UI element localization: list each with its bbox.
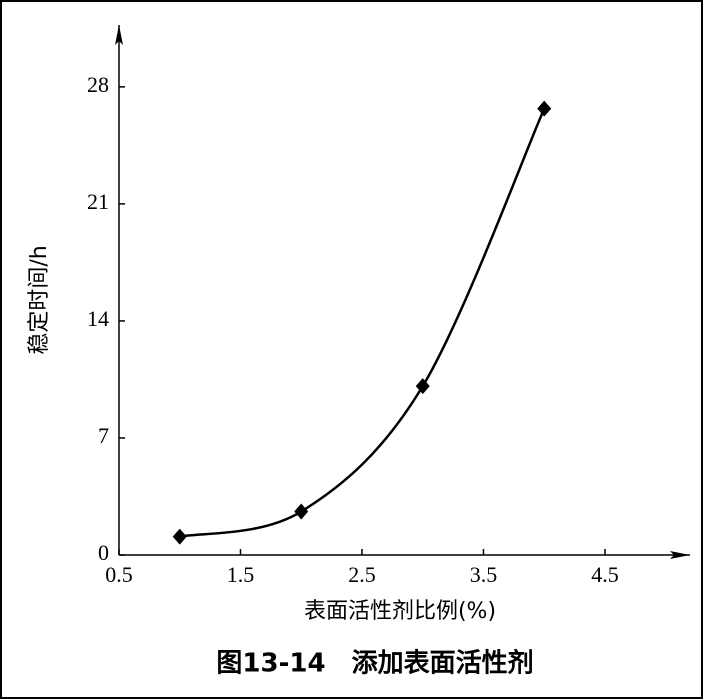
y-tick-label: 14 (87, 306, 109, 331)
marker (415, 378, 430, 395)
x-tick-label: 4.5 (591, 562, 619, 587)
marker (172, 528, 187, 545)
marker (537, 100, 552, 117)
marker (294, 503, 309, 520)
x-tick-label: 2.5 (348, 562, 376, 587)
x-axis-arrow (670, 551, 690, 559)
y-tick-label: 0 (98, 540, 109, 565)
y-tick-label: 21 (87, 189, 109, 214)
caption: 图13-14 添加表面活性剂 (216, 649, 533, 679)
x-tick-label: 0.5 (105, 562, 133, 587)
x-tick-label: 1.5 (227, 562, 255, 587)
y-tick-label: 28 (87, 72, 109, 97)
curve (179, 108, 546, 538)
x-tick-label: 3.5 (470, 562, 498, 587)
y-axis-arrow (115, 25, 123, 45)
y-tick-label: 7 (98, 423, 109, 448)
x-axis-label: 表面活性剂比例(%) (304, 599, 496, 624)
y-axis-label: 稳定时间/h (27, 245, 52, 354)
